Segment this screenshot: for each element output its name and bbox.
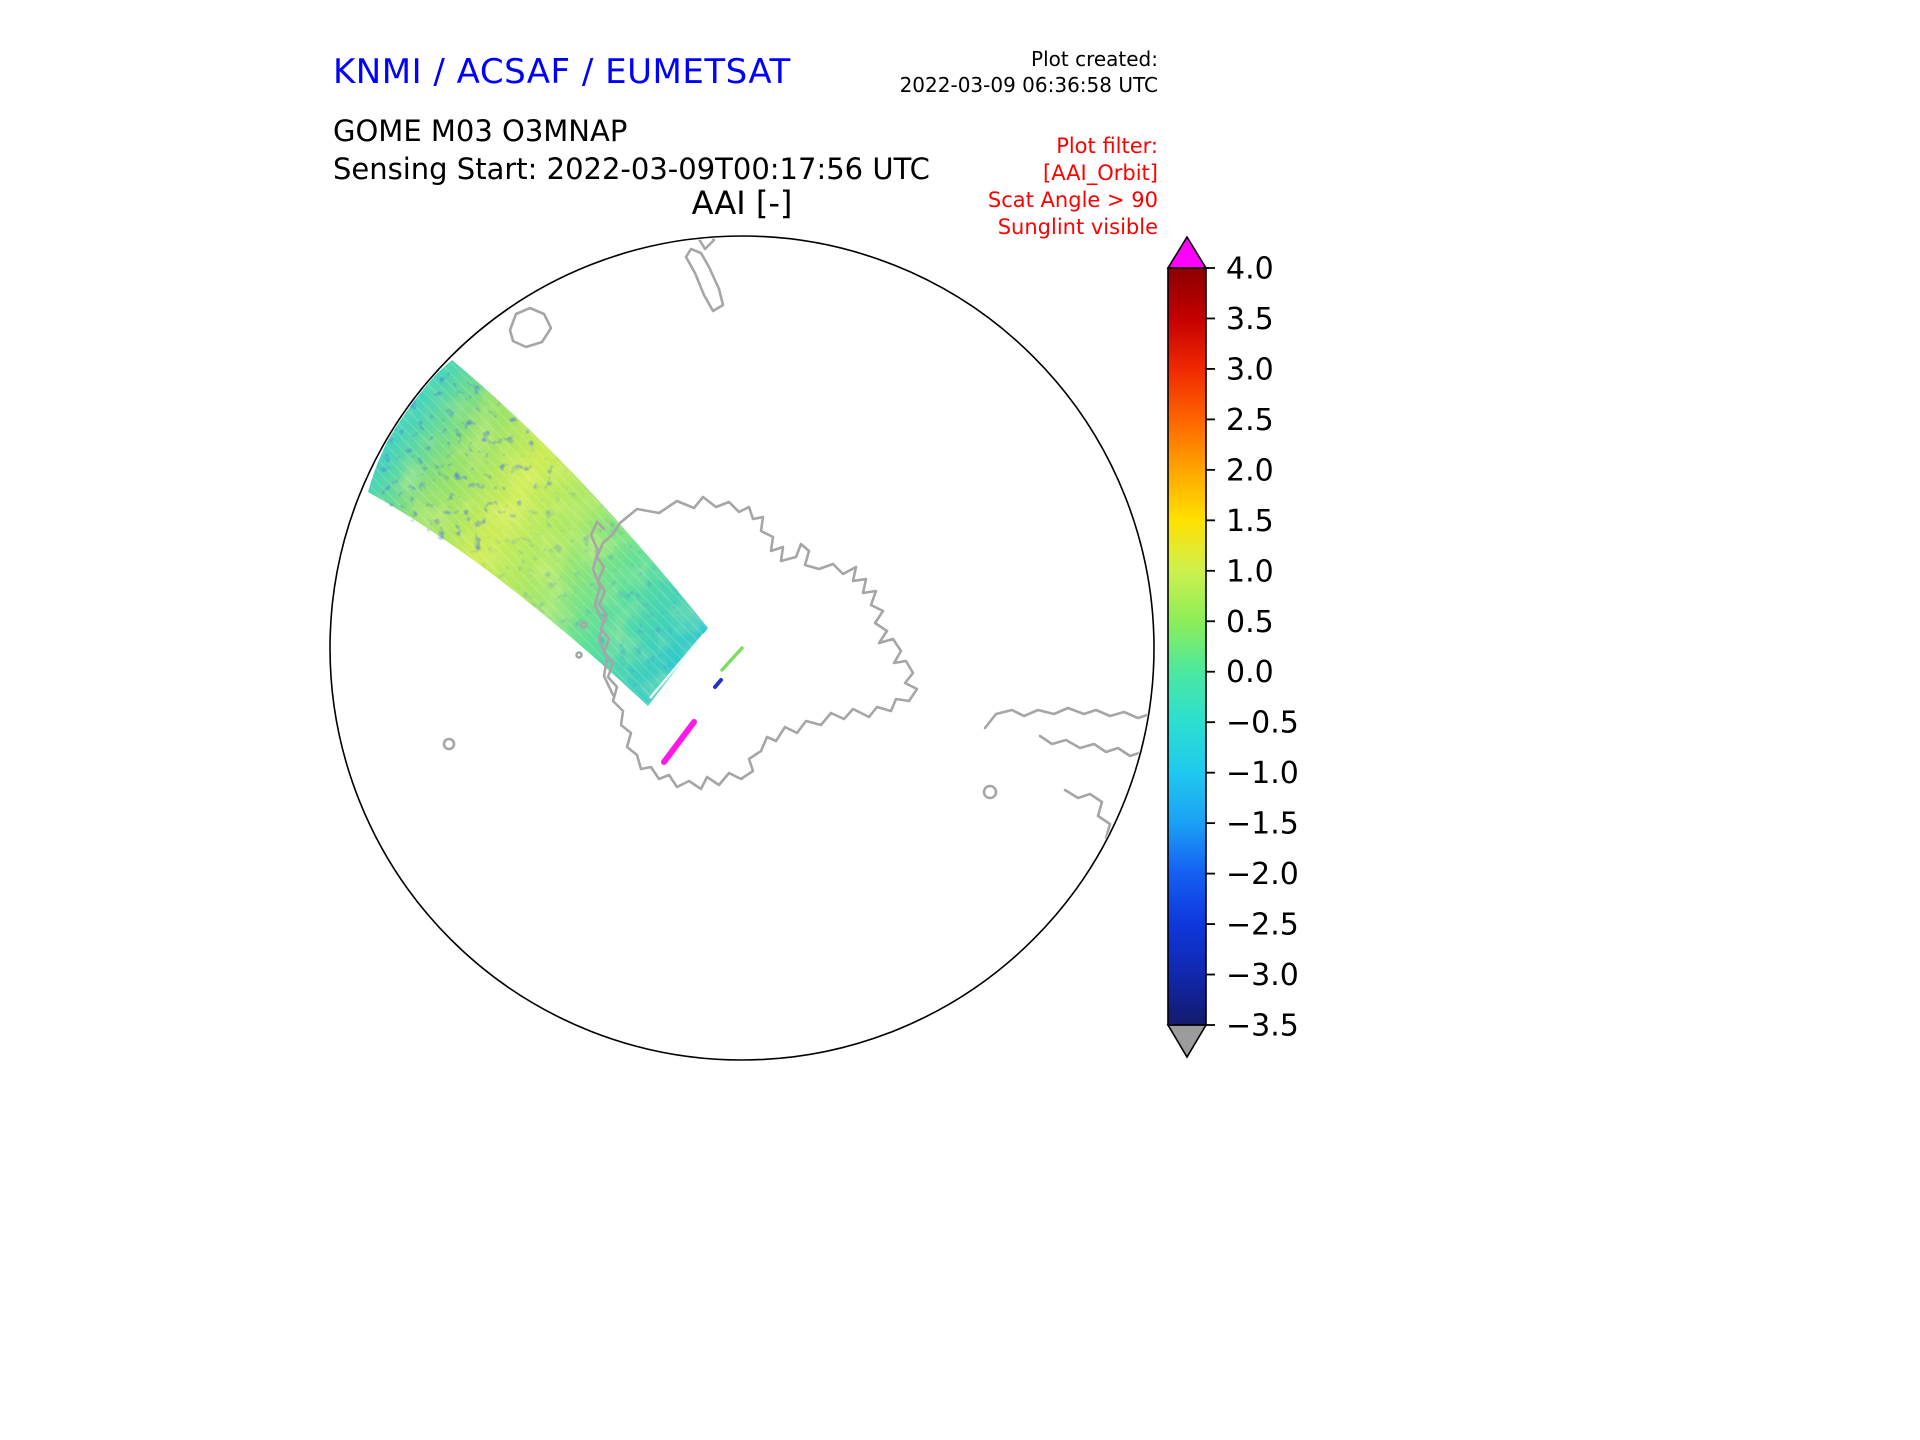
peninsula-islet [580,621,588,629]
plot-filter-block: Plot filter: [AAI_Orbit] Scat Angle > 90… [988,133,1158,241]
colorbar-tick-label: −2.0 [1226,857,1299,892]
colorbar-tick-label: −0.5 [1226,706,1299,741]
plot-filter-line: Sunglint visible [997,215,1158,239]
island-tiny-lower-left [442,737,456,751]
peninsula-islet [575,651,583,659]
agency-title: KNMI / ACSAF / EUMETSAT [333,52,791,92]
antarctica-coastline [595,495,919,791]
colorbar-tick-label: −1.0 [1226,756,1299,791]
colorbar-tick-label: 3.0 [1226,352,1274,387]
colorbar-tick-labels: 4.0 3.5 3.0 2.5 2.0 1.5 1.0 0.5 0.0 −0.5 −1.0 −1.5 −… [1226,252,1299,1044]
colorbar-ticks [1206,267,1215,1026]
colorbar-tick-label: −2.5 [1226,908,1299,943]
colorbar-under-arrow [1166,1024,1208,1059]
island-right-small [982,784,998,800]
colorbar-gradient-rect [1167,267,1207,1026]
product-title: GOME M03 O3MNAP [333,114,628,148]
plot-filter-line: [AAI_Orbit] [1043,161,1158,185]
coastlines [442,237,1153,873]
colorbar-tick-label: −3.0 [1226,958,1299,993]
colorbar-tick-label: 4.0 [1226,252,1274,287]
right-coastline-middle [1038,734,1153,762]
colorbar-tick-label: 2.5 [1226,403,1274,438]
sensing-start: Sensing Start: 2022-03-09T00:17:56 UTC [333,152,930,186]
colorbar-tick-label: 1.5 [1226,504,1274,539]
colorbar-tick-label: −3.5 [1226,1009,1299,1044]
right-coastline-upper [983,706,1153,730]
colorbar-tick-label: 3.5 [1226,302,1274,337]
swath-edge-gap [649,633,705,699]
colorbar-tick-label: 2.0 [1226,453,1274,488]
colorbar-tick-label: 0.5 [1226,605,1274,640]
colorbar-tick-label: 0.0 [1226,655,1274,690]
colorbar: 4.0 3.5 3.0 2.5 2.0 1.5 1.0 0.5 0.0 −0.5 −1.0 −1.5 −… [1166,235,1299,1059]
magenta-anomaly-streak [661,719,697,765]
swath-scanline-texture [368,360,708,706]
plot-filter-line: Plot filter: [1056,134,1158,158]
blue-data-speck [713,678,723,689]
island-left [508,306,553,349]
colorbar-over-arrow [1166,235,1208,269]
colorbar-tick-label: −1.5 [1226,807,1299,842]
plot-title: AAI [-] [691,184,793,222]
plot-filter-line: Scat Angle > 90 [987,188,1158,212]
plot-created-value: 2022-03-09 06:36:58 UTC [899,73,1158,97]
island-top-small [697,237,716,251]
antarctic-peninsula-coastline [589,520,615,697]
island-top-long [684,247,725,313]
plot-created-label: Plot created: [1031,47,1158,71]
satellite-swath-group [368,360,708,706]
plot-created-block: Plot created: 2022-03-09 06:36:58 UTC [900,46,1158,98]
green-data-streak [720,646,744,672]
data-streaks [661,646,744,765]
colorbar-tick-label: 1.0 [1226,554,1274,589]
